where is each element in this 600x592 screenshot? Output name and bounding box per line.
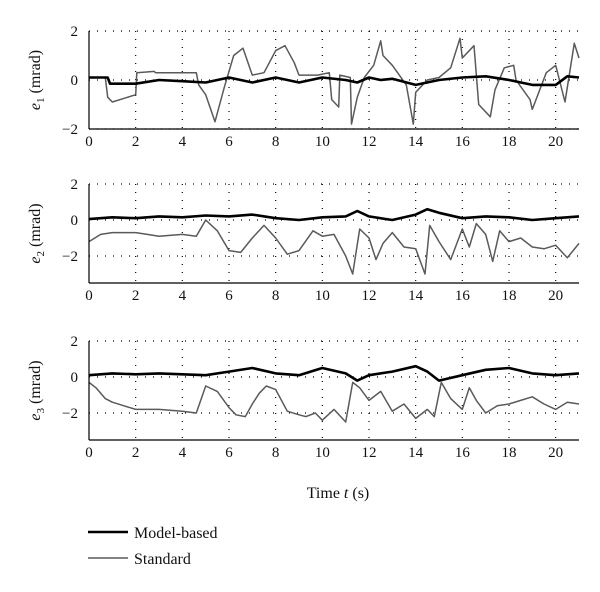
x-tick-label: 14 [408, 445, 424, 461]
x-tick-label: 0 [85, 288, 93, 304]
legend: Model-based Standard [88, 525, 218, 568]
y-axis-title: e2 (mrad) [27, 203, 47, 263]
y-tick-label: 2 [71, 334, 79, 350]
y-tick-label: −2 [62, 122, 78, 138]
x-tick-label: 8 [272, 288, 280, 304]
y-tick-label: −2 [62, 406, 78, 422]
legend-label-model-based: Model-based [134, 525, 218, 542]
x-tick-label: 16 [455, 134, 471, 150]
x-tick-label: 8 [272, 134, 280, 150]
x-tick-label: 2 [132, 288, 140, 304]
x-tick-label: 10 [315, 445, 330, 461]
x-tick-label: 14 [408, 288, 424, 304]
y-tick-label: 0 [71, 213, 79, 229]
y-tick-label: 0 [71, 370, 79, 386]
x-tick-label: 16 [455, 445, 471, 461]
y-tick-label: 0 [71, 73, 79, 89]
y-tick-label: 2 [71, 177, 79, 193]
x-tick-label: 4 [179, 288, 187, 304]
x-tick-label: 10 [315, 288, 330, 304]
x-tick-label: 12 [362, 288, 377, 304]
x-tick-label: 6 [225, 288, 233, 304]
x-tick-label: 20 [548, 134, 563, 150]
panel-e1: 0 2 4 6 8 10 12 14 16 18 20 −2 0 2 e1 (mrad) [27, 24, 580, 150]
series-line-standard [88, 219, 580, 275]
x-tick-label: 18 [502, 445, 517, 461]
x-tick-label: 8 [272, 445, 280, 461]
y-axis-title: e3 (mrad) [27, 360, 47, 420]
x-tick-label: 10 [315, 134, 330, 150]
series-line-standard [89, 37, 580, 125]
x-axis-title: Time t (s) [307, 485, 370, 502]
x-tick-label: 12 [362, 134, 377, 150]
x-tick-label: 14 [408, 134, 424, 150]
x-tick-label: 0 [85, 445, 93, 461]
x-tick-label: 6 [225, 134, 233, 150]
x-tick-label: 12 [362, 445, 377, 461]
y-tick-label: 2 [71, 24, 79, 40]
x-tick-label: 6 [225, 445, 233, 461]
x-tick-label: 20 [548, 288, 563, 304]
x-tick-label: 4 [179, 445, 187, 461]
x-tick-label: 18 [502, 288, 517, 304]
x-tick-label: 18 [502, 134, 517, 150]
panel-e3: 0 2 4 6 8 10 12 14 16 18 20 −2 0 2 e3 (mrad) [27, 334, 580, 461]
series-line-model-based [88, 207, 580, 222]
legend-label-standard: Standard [134, 551, 191, 568]
y-tick-label: −2 [62, 249, 78, 265]
series-line-model-based [89, 75, 580, 87]
series-line-standard [88, 381, 580, 423]
x-tick-label: 0 [85, 134, 93, 150]
x-tick-label: 16 [455, 288, 471, 304]
x-tick-label: 4 [179, 134, 187, 150]
panel-e2: 0 2 4 6 8 10 12 14 16 18 20 −2 0 2 e2 (mrad) [27, 177, 580, 304]
x-tick-label: 20 [548, 445, 563, 461]
x-tick-label: 2 [132, 134, 140, 150]
series-line-model-based [88, 364, 580, 382]
x-tick-label: 2 [132, 445, 140, 461]
y-axis-title: e1 (mrad) [27, 50, 47, 110]
